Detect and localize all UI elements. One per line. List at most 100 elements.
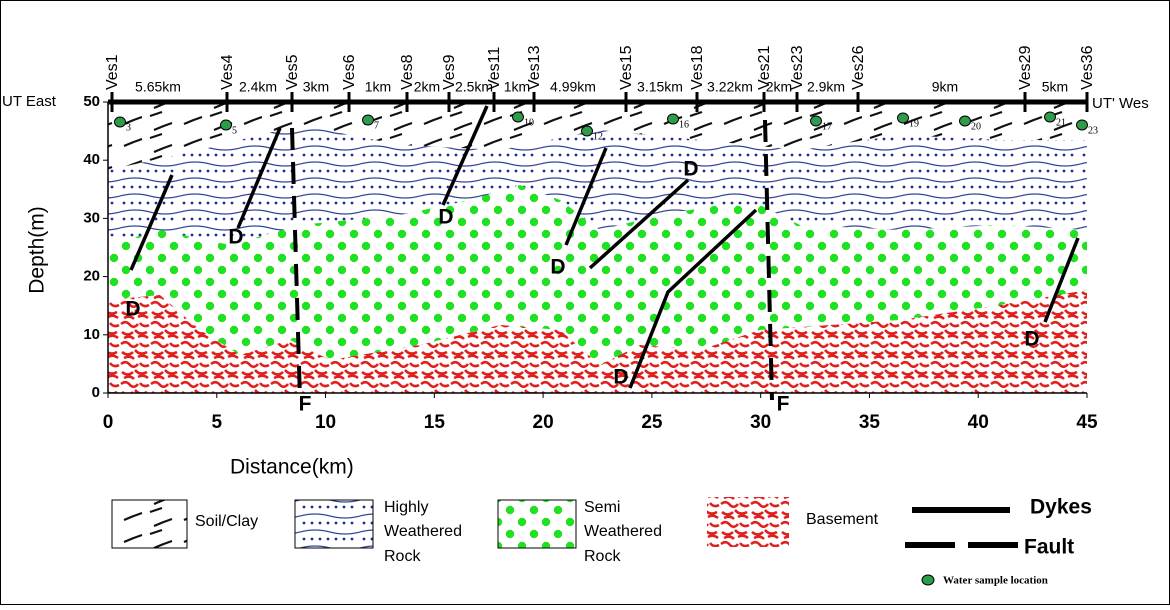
- spacing-label: 3.15km: [637, 79, 683, 95]
- fault-label: F: [777, 393, 790, 416]
- end-label: UT' Wes: [1092, 95, 1149, 112]
- sample-label: 5: [232, 125, 237, 136]
- x-tick-label: 45: [1076, 412, 1098, 433]
- x-axis-title: Distance(km): [230, 456, 354, 479]
- dyke-label: D: [550, 256, 565, 279]
- legend: Soil/Clay Highly Weathered Rock Semi Wea…: [111, 496, 1092, 587]
- sample-label: 3: [126, 122, 131, 133]
- station-label: Ves21: [756, 45, 773, 90]
- dyke-label: D: [438, 206, 453, 229]
- spacing-label: 3km: [303, 79, 329, 95]
- water-sample: [810, 115, 822, 127]
- sample-label: 19: [909, 118, 919, 129]
- dyke-label: D: [1024, 328, 1039, 351]
- station-label: Ves13: [526, 45, 543, 90]
- station-label: Ves26: [850, 45, 867, 90]
- dyke: [564, 147, 608, 246]
- legend-label: Soil/Clay: [195, 513, 258, 530]
- y-tick-label: 30: [83, 209, 100, 226]
- layers: [108, 102, 1087, 393]
- water-sample: [512, 111, 524, 123]
- station-label: Ves15: [618, 45, 635, 90]
- x-tick-label: 25: [641, 412, 663, 433]
- spacing-label: 3.22km: [707, 79, 753, 95]
- dyke-label: D: [228, 226, 243, 249]
- faults: [290, 119, 774, 401]
- fault: [763, 119, 774, 401]
- legend-label: Dykes: [1030, 496, 1092, 519]
- start-label: UT East: [2, 93, 57, 110]
- water-sample: [897, 112, 909, 124]
- x-tick-label: 30: [750, 412, 771, 433]
- dyke-label: D: [125, 298, 140, 321]
- legend-swatch: [294, 499, 374, 549]
- fault: [290, 127, 302, 401]
- dyke: [441, 105, 489, 206]
- dykes: [129, 105, 1080, 389]
- sample-label: 7: [374, 120, 379, 131]
- sample-label: 10: [524, 117, 534, 128]
- sample-label: 20: [971, 121, 981, 132]
- legend-label: Basement: [806, 511, 879, 528]
- x-tick-label: 15: [424, 412, 446, 433]
- spacing-label: 5.65km: [135, 79, 181, 95]
- basement-layer: [108, 290, 1087, 393]
- y-tick-label: 20: [83, 268, 100, 285]
- dyke: [129, 174, 174, 271]
- spacing-label: 2km: [414, 79, 440, 95]
- legend-label: Highly: [384, 499, 428, 516]
- spacing-label: 4.99km: [550, 79, 596, 95]
- fault-label: F: [299, 393, 312, 416]
- water-sample: [667, 113, 679, 125]
- legend-label: Rock: [584, 548, 621, 565]
- spacing-label: 2.5km: [455, 79, 493, 95]
- station-label: Ves6: [341, 54, 358, 90]
- station-label: Ves8: [399, 54, 416, 90]
- spacing-label: 9km: [932, 79, 958, 95]
- station-label: Ves1: [104, 54, 121, 90]
- sample-label: 17: [822, 121, 832, 132]
- spacing-label: 2.9km: [807, 79, 845, 95]
- water-sample: [959, 115, 971, 127]
- y-tick-label: 50: [83, 93, 100, 110]
- station-label: Ves11: [486, 47, 503, 90]
- station-label: Ves36: [1079, 45, 1096, 90]
- water-sample: [581, 125, 593, 137]
- x-tick-label: 5: [211, 412, 222, 433]
- legend-label: Fault: [1024, 536, 1074, 559]
- legend-label: Rock: [384, 548, 421, 565]
- x-tick-label: 40: [968, 412, 989, 433]
- sample-label: 12: [593, 131, 603, 142]
- y-tick-label: 40: [83, 151, 100, 168]
- y-tick-label: 10: [83, 326, 100, 343]
- station-label: Ves9: [441, 54, 458, 90]
- water-sample: [220, 119, 232, 131]
- y-tick-label: 0: [92, 384, 100, 401]
- dyke: [588, 178, 690, 270]
- spacing-label: 1km: [504, 79, 530, 95]
- dyke-label: D: [683, 158, 698, 181]
- legend-label: Semi: [584, 499, 620, 516]
- legend-swatch: [921, 574, 935, 586]
- y-axis-title: Depth(m): [26, 206, 49, 294]
- water-sample: [362, 114, 374, 126]
- spacing-label: 2.4km: [239, 79, 277, 95]
- station-label: Ves4: [219, 54, 236, 90]
- legend-label: Weathered: [584, 523, 662, 540]
- spacing-label: 1km: [365, 79, 391, 95]
- sample-label: 21: [1056, 117, 1066, 128]
- water-sample: [114, 116, 126, 128]
- dyke: [628, 208, 758, 389]
- station-label: Ves23: [789, 45, 806, 90]
- station-label: Ves18: [689, 45, 706, 90]
- x-tick-label: 10: [315, 412, 336, 433]
- station-label: Ves29: [1017, 45, 1034, 90]
- legend-swatch: [111, 499, 188, 549]
- sample-label: 16: [679, 119, 689, 130]
- water-sample: [1044, 111, 1056, 123]
- x-tick-label: 20: [533, 412, 554, 433]
- sample-label: 23: [1088, 125, 1098, 136]
- x-tick-label: 35: [859, 412, 881, 433]
- legend-swatch: [497, 499, 577, 549]
